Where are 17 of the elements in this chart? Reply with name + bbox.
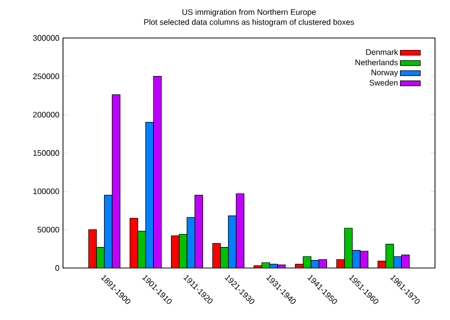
legend-label: Denmark [366, 49, 398, 55]
bar [386, 244, 394, 268]
bar [170, 235, 180, 268]
y-tick-label: 100000 [33, 188, 60, 194]
chart-title: US immigration from Northern Europe [182, 9, 316, 16]
bar [194, 194, 204, 268]
y-tick-label: 200000 [33, 112, 60, 118]
y-tick-label: 150000 [33, 150, 60, 156]
legend-label: Norway [372, 70, 398, 77]
chart-subtitle: Plot selected data columns as histogram of clustered boxes [144, 19, 354, 26]
bar [138, 230, 146, 268]
legend-label: Netherlands [356, 59, 398, 66]
y-tick-label: 0 [55, 265, 60, 271]
y-tick-label: 300000 [33, 35, 60, 41]
y-tick-label: 250000 [33, 73, 60, 80]
y-tick-label: 50000 [38, 226, 60, 232]
legend-label: Sweden [369, 80, 398, 86]
